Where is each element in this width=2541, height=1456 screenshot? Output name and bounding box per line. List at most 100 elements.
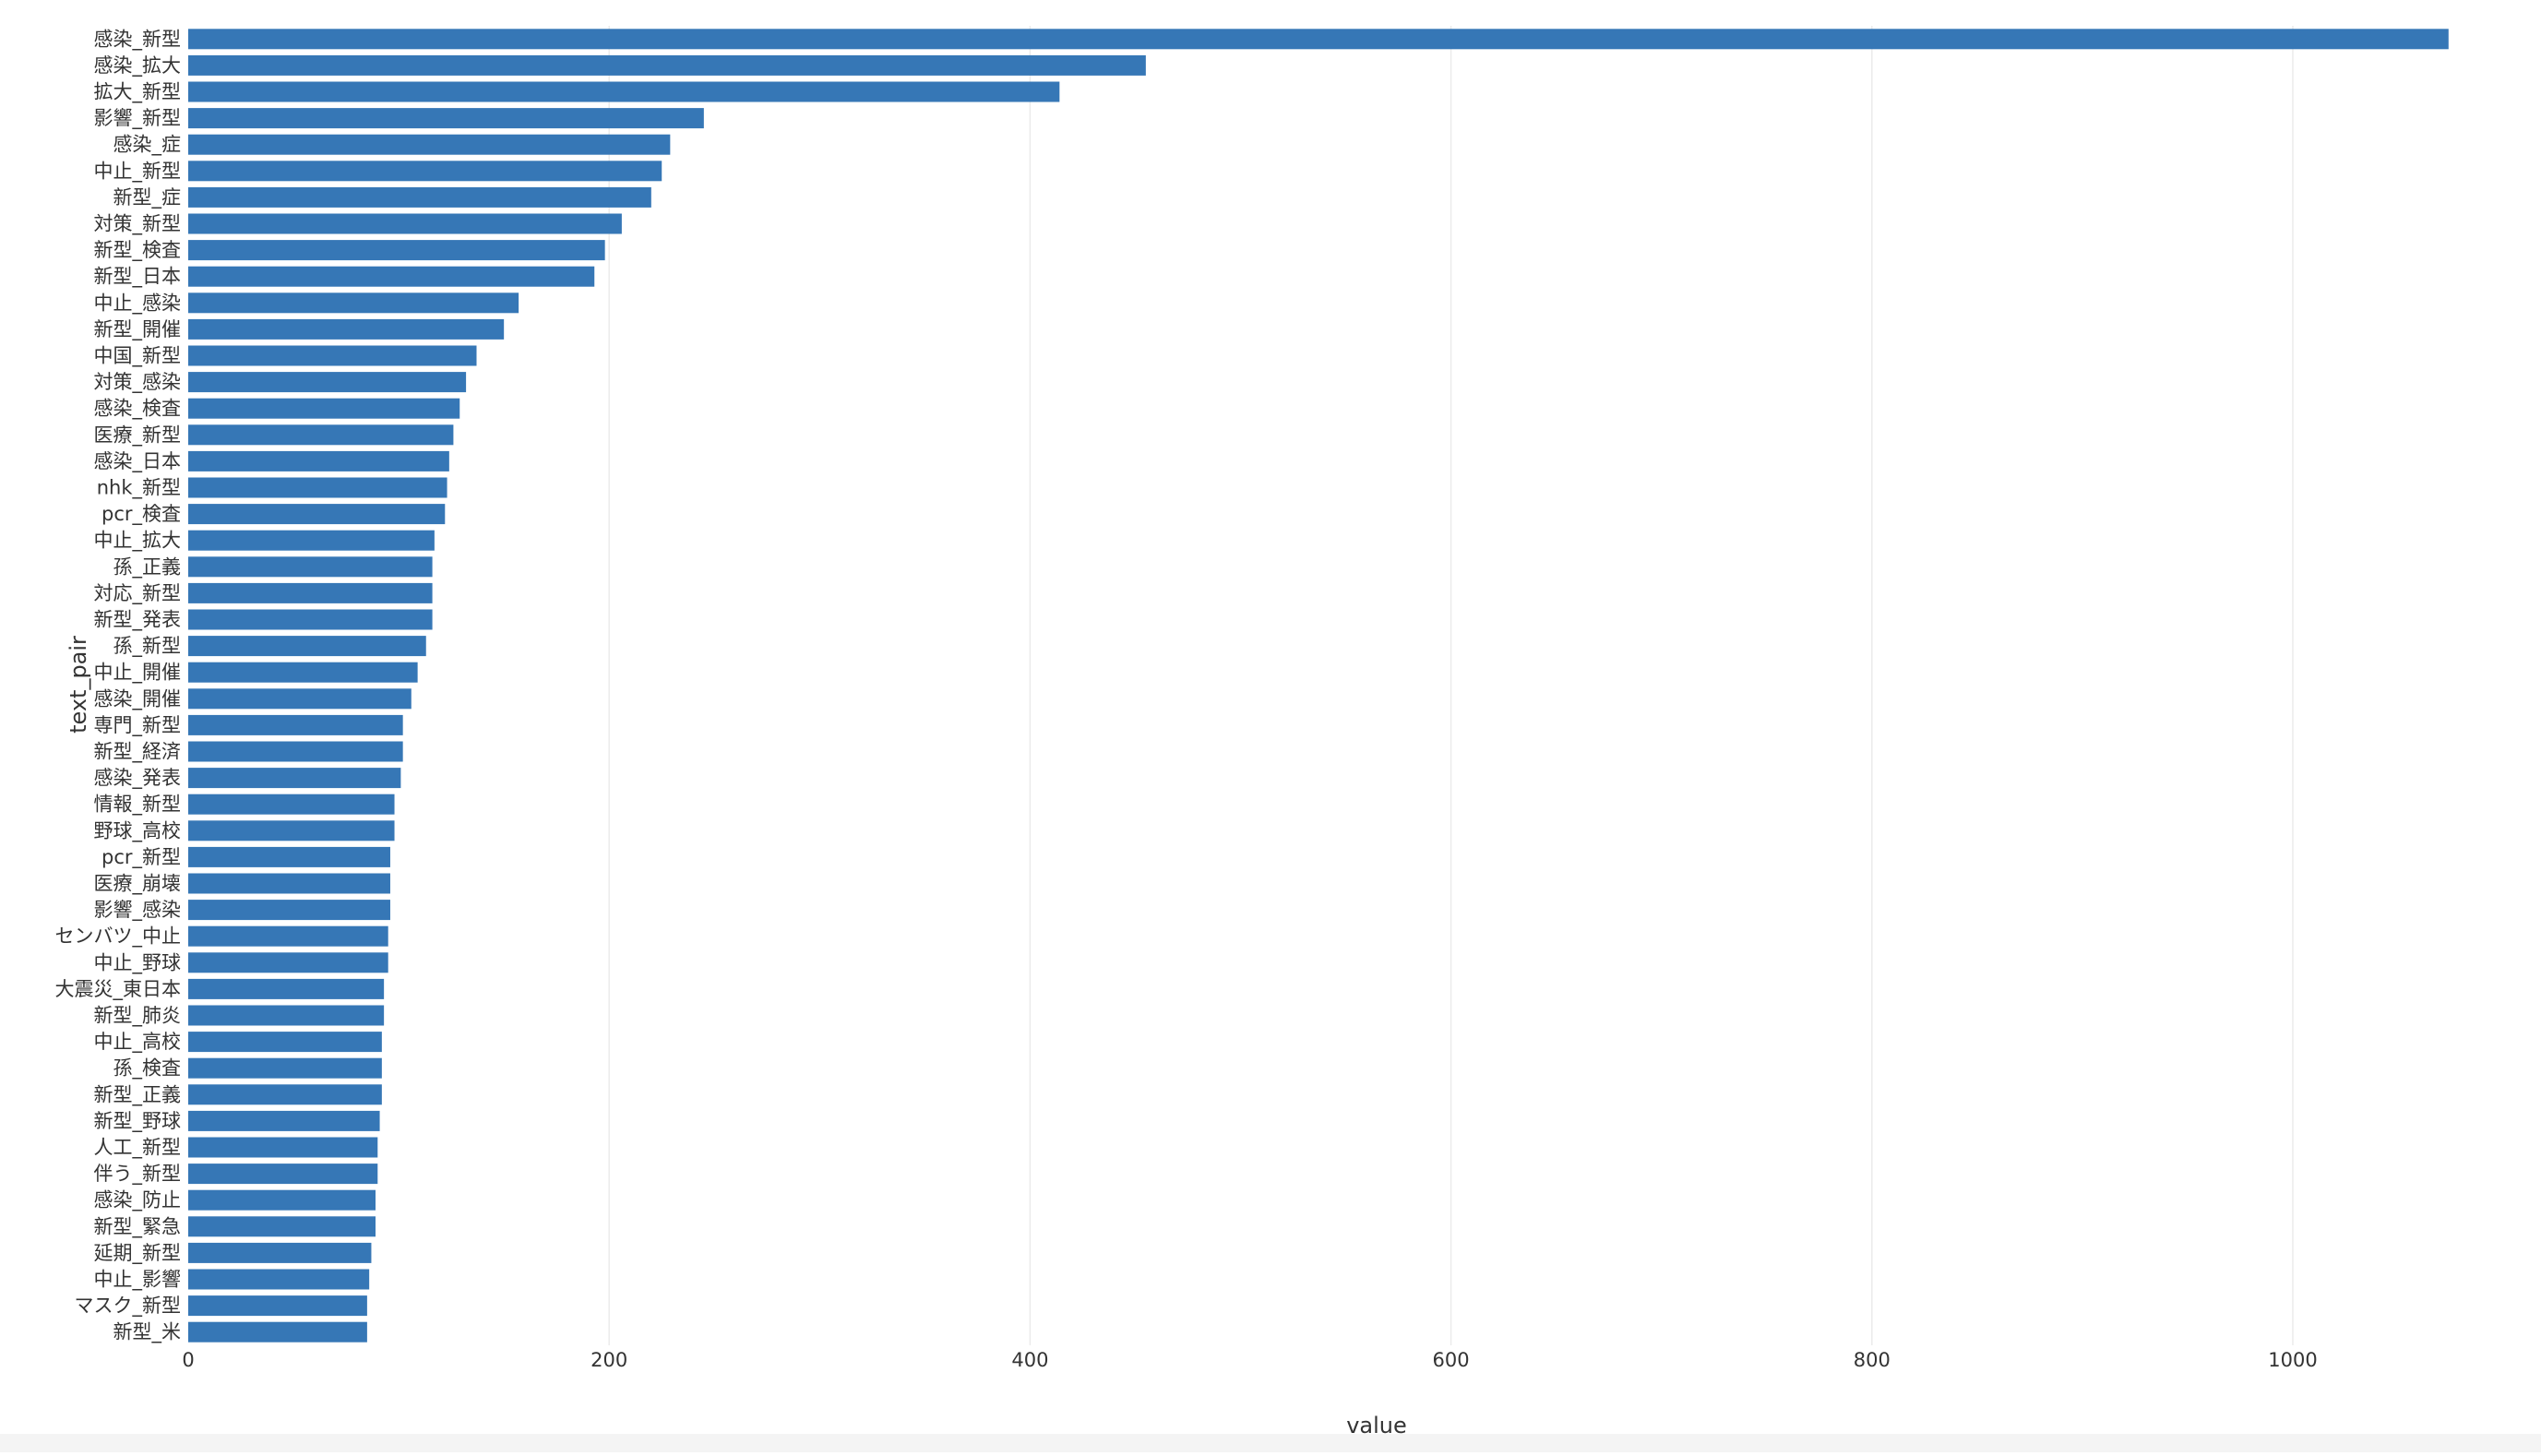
bar: [188, 556, 433, 578]
y-tick-label: 新型_症: [113, 186, 182, 209]
bar: [188, 450, 449, 471]
bar: [188, 1110, 380, 1131]
y-tick-label: 中止_拡大: [94, 530, 182, 553]
bar: [188, 1295, 367, 1317]
y-tick-label: 中止_高校: [94, 1031, 182, 1054]
bar: [188, 1005, 385, 1026]
y-tick-label: マスク_新型: [75, 1295, 182, 1318]
y-tick-label: 新型_緊急: [94, 1215, 182, 1238]
bar: [188, 266, 595, 287]
x-tick-label: 0: [182, 1349, 194, 1371]
bar: [188, 477, 447, 498]
y-tick-label: 新型_経済: [94, 741, 182, 764]
y-tick-label: 影響_新型: [94, 107, 182, 130]
bar: [188, 900, 390, 921]
bar: [188, 1189, 376, 1211]
bar: [188, 213, 622, 234]
y-tick-label: 中止_影響: [94, 1269, 182, 1292]
bar: [188, 108, 704, 129]
y-tick-label: pcr_検査: [101, 503, 181, 526]
bar: [188, 794, 395, 815]
y-tick-label: 中止_開催: [94, 662, 182, 685]
bar: [188, 1216, 376, 1237]
bar: [188, 820, 395, 841]
y-tick-label: 感染_拡大: [94, 54, 182, 78]
bar: [188, 186, 651, 208]
y-tick-label: 中止_新型: [94, 160, 182, 183]
x-tick-label: 400: [1011, 1349, 1048, 1371]
bar: [188, 530, 435, 551]
y-tick-label: 野球_高校: [94, 819, 182, 842]
bar: [188, 741, 403, 762]
y-tick-label: 対策_新型: [94, 213, 182, 236]
y-tick-label: 新型_野球: [94, 1110, 182, 1133]
x-tick-labels: 0 200 400 600 800 1000: [182, 1349, 2317, 1371]
y-tick-label: 人工_新型: [94, 1137, 182, 1160]
x-tick-label: 200: [591, 1349, 627, 1371]
bar: [188, 29, 2449, 50]
y-tick-label: 対応_新型: [94, 582, 182, 605]
y-tick-label: 新型_日本: [94, 266, 182, 289]
y-tick-label: 専門_新型: [94, 714, 182, 737]
y-tick-label: 感染_新型: [94, 28, 182, 51]
bar: [188, 1057, 382, 1079]
y-tick-label: 新型_肺炎: [94, 1005, 182, 1028]
bar: [188, 714, 403, 735]
y-tick-label: 孫_正義: [113, 555, 182, 579]
y-tick-label: 感染_日本: [94, 450, 182, 473]
y-tick-label: 対策_感染: [94, 371, 182, 394]
y-tick-label: 感染_開催: [94, 687, 182, 710]
x-tick-label: 600: [1433, 1349, 1470, 1371]
y-tick-label: 中国_新型: [94, 345, 182, 368]
y-tick-label: 感染_症: [113, 134, 182, 157]
bar: [188, 952, 388, 973]
y-tick-label: 新型_開催: [94, 318, 182, 341]
bar: [188, 1321, 367, 1343]
y-tick-labels: 感染_新型感染_拡大拡大_新型影響_新型感染_症中止_新型新型_症対策_新型新型…: [55, 28, 182, 1343]
bar: [188, 292, 519, 314]
x-tick-label: 800: [1854, 1349, 1891, 1371]
bar: [188, 81, 1060, 102]
bar: [188, 345, 477, 366]
bar: [188, 662, 418, 683]
bar: [188, 768, 401, 789]
y-tick-label: nhk_新型: [97, 477, 181, 500]
bar: [188, 1032, 382, 1053]
y-tick-label: 新型_検査: [94, 239, 182, 262]
y-tick-label: センバツ_中止: [55, 925, 182, 949]
y-tick-label: 感染_発表: [94, 767, 182, 790]
x-tick-label: 1000: [2268, 1349, 2317, 1371]
bar: [188, 1084, 382, 1105]
bar: [188, 609, 433, 630]
bar: [188, 318, 505, 340]
y-tick-label: 影響_感染: [94, 899, 182, 922]
bar: [188, 688, 412, 710]
y-tick-label: pcr_新型: [101, 846, 181, 869]
bar: [188, 504, 446, 525]
bar: [188, 1269, 370, 1290]
y-tick-label: 感染_防止: [94, 1189, 182, 1212]
y-tick-label: 大震災_東日本: [55, 978, 182, 1001]
grid-lines: [608, 26, 2294, 1345]
bar: [188, 925, 388, 947]
y-tick-label: 孫_検査: [113, 1057, 182, 1080]
y-tick-label: 中止_野球: [94, 951, 182, 974]
bar: [188, 978, 385, 999]
y-tick-label: 孫_新型: [113, 635, 182, 658]
bar: [188, 582, 433, 603]
bars: [188, 29, 2449, 1343]
bar: [188, 846, 390, 867]
y-tick-label: 医療_新型: [94, 424, 182, 447]
bar: [188, 398, 460, 419]
bottom-scroll-strip: [0, 1434, 2541, 1452]
bar: [188, 1242, 372, 1263]
y-tick-label: 新型_正義: [94, 1083, 182, 1106]
y-tick-label: 中止_感染: [94, 292, 182, 315]
y-tick-label: 伴う_新型: [94, 1163, 182, 1186]
y-tick-label: 延期_新型: [94, 1242, 182, 1265]
bar: [188, 424, 454, 446]
bar: [188, 54, 1146, 76]
y-tick-label: 医療_崩壊: [94, 873, 182, 896]
